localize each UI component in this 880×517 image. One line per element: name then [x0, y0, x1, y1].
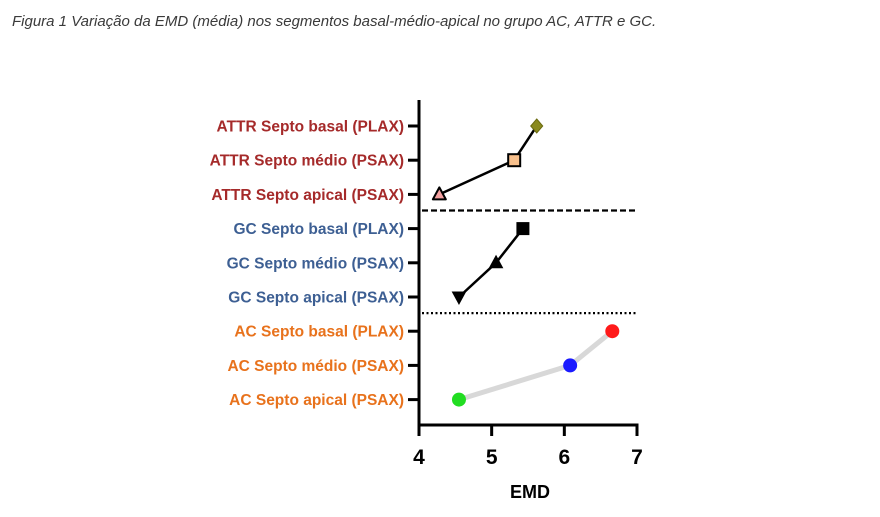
x-tick-label-6: 6: [558, 446, 570, 469]
marker-gc-triangle-down: [451, 291, 467, 306]
category-label: AC Septo basal (PLAX): [234, 324, 404, 341]
category-label: GC Septo basal (PLAX): [233, 221, 404, 238]
category-label: ATTR Septo basal (PLAX): [217, 119, 404, 136]
marker-gc-triangle-up: [488, 254, 504, 269]
marker-attr-diamond: [530, 118, 544, 134]
category-label: GC Septo apical (PSAX): [228, 290, 404, 307]
category-label: ATTR Septo médio (PSAX): [210, 153, 404, 170]
x-axis-label: EMD: [510, 482, 550, 502]
series-line-attr: [438, 124, 538, 196]
figure-caption: Figura 1 Variação da EMD (média) nos seg…: [12, 13, 657, 30]
category-label: AC Septo apical (PSAX): [229, 392, 404, 409]
marker-attr-triangle-up: [431, 186, 447, 201]
marker-ac-circle: [563, 358, 578, 373]
marker-ac-circle: [451, 392, 466, 407]
x-tick-label-5: 5: [486, 446, 498, 469]
x-tick-label-7: 7: [631, 446, 643, 469]
series-line-gc: [457, 227, 525, 299]
marker-attr-square: [507, 153, 522, 168]
category-label: GC Septo médio (PSAX): [227, 255, 404, 272]
category-label: AC Septo médio (PSAX): [227, 358, 404, 375]
marker-gc-square: [516, 222, 530, 236]
marker-ac-circle: [605, 324, 620, 339]
category-label: ATTR Septo apical (PSAX): [211, 187, 404, 204]
x-tick-label-4: 4: [413, 446, 425, 469]
series-line-ac: [456, 328, 615, 403]
